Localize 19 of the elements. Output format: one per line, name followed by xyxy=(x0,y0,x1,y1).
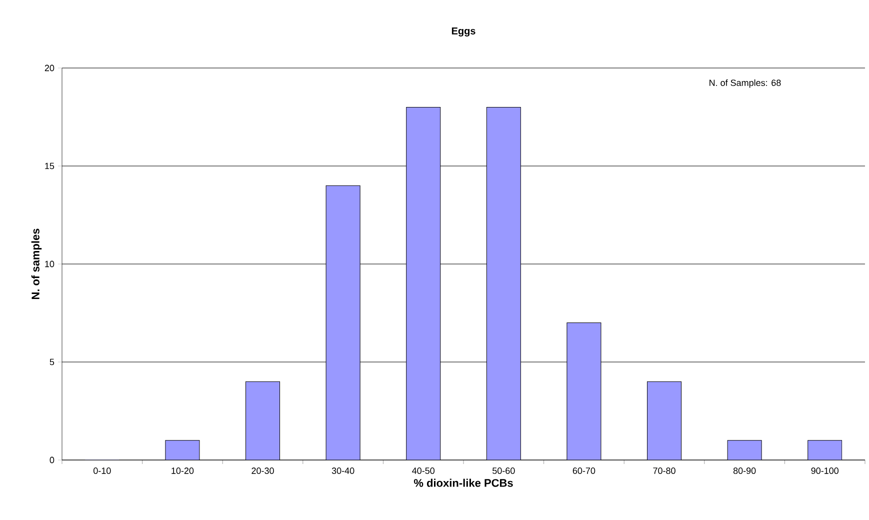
x-tick-label: 80-90 xyxy=(733,468,756,474)
x-tick-label: 10-20 xyxy=(172,468,194,474)
x-tick-label: 40-50 xyxy=(412,468,435,474)
x-tick-label: 20-30 xyxy=(252,468,274,474)
y-tick-label: 15 xyxy=(45,162,54,170)
x-tick-label: 60-70 xyxy=(572,468,596,474)
x-tick-label: 30-40 xyxy=(332,468,354,474)
y-axis-title: N. of samples xyxy=(31,228,42,300)
chart-title: Eggs xyxy=(452,27,476,36)
x-tick-label: 50-60 xyxy=(492,468,515,474)
y-tick-label: 5 xyxy=(50,358,54,366)
y-tick-label: 0 xyxy=(50,456,54,464)
y-tick-label: 20 xyxy=(44,64,54,72)
x-tick-label: 70-80 xyxy=(653,468,676,474)
annotation: N. of Samples: 68 xyxy=(710,79,781,88)
x-tick-label: 0-10 xyxy=(93,468,111,474)
y-tick-label: 10 xyxy=(45,260,54,268)
x-axis-title: % dioxin-like PCBs xyxy=(414,478,513,487)
x-tick-label: 90-100 xyxy=(811,468,839,474)
